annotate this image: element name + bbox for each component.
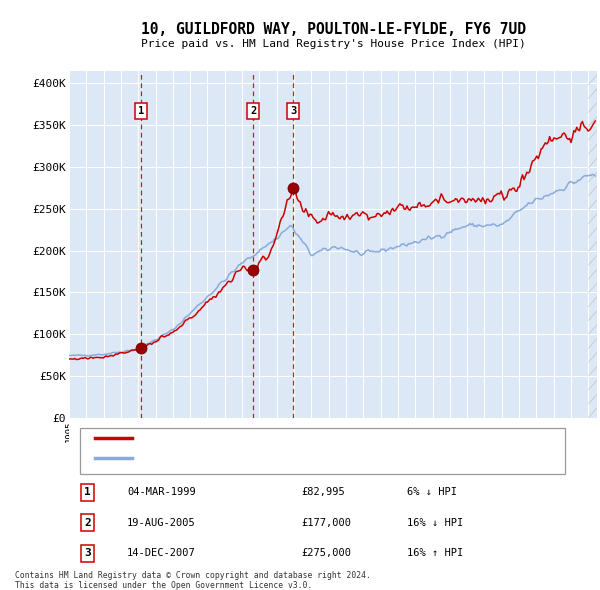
Text: £82,995: £82,995 [301, 487, 345, 497]
FancyBboxPatch shape [80, 428, 565, 474]
Text: 3: 3 [290, 106, 296, 116]
Text: Contains HM Land Registry data © Crown copyright and database right 2024.
This d: Contains HM Land Registry data © Crown c… [15, 571, 371, 590]
Text: 1: 1 [138, 106, 145, 116]
Text: 16% ↓ HPI: 16% ↓ HPI [407, 518, 463, 527]
Text: 10, GUILDFORD WAY, POULTON-LE-FYLDE, FY6 7UD (detached house): 10, GUILDFORD WAY, POULTON-LE-FYLDE, FY6… [140, 434, 491, 442]
Text: 3: 3 [84, 548, 91, 558]
Text: 2: 2 [84, 518, 91, 527]
Text: 19-AUG-2005: 19-AUG-2005 [127, 518, 196, 527]
Text: 1: 1 [84, 487, 91, 497]
Text: 04-MAR-1999: 04-MAR-1999 [127, 487, 196, 497]
Text: 2: 2 [250, 106, 256, 116]
Text: £275,000: £275,000 [301, 548, 352, 558]
Text: HPI: Average price, detached house, Wyre: HPI: Average price, detached house, Wyre [140, 454, 370, 463]
Text: 16% ↑ HPI: 16% ↑ HPI [407, 548, 463, 558]
Text: Price paid vs. HM Land Registry's House Price Index (HPI): Price paid vs. HM Land Registry's House … [140, 39, 526, 49]
Text: 10, GUILDFORD WAY, POULTON-LE-FYLDE, FY6 7UD: 10, GUILDFORD WAY, POULTON-LE-FYLDE, FY6… [140, 22, 526, 37]
Text: 6% ↓ HPI: 6% ↓ HPI [407, 487, 457, 497]
Text: £177,000: £177,000 [301, 518, 352, 527]
Text: 14-DEC-2007: 14-DEC-2007 [127, 548, 196, 558]
